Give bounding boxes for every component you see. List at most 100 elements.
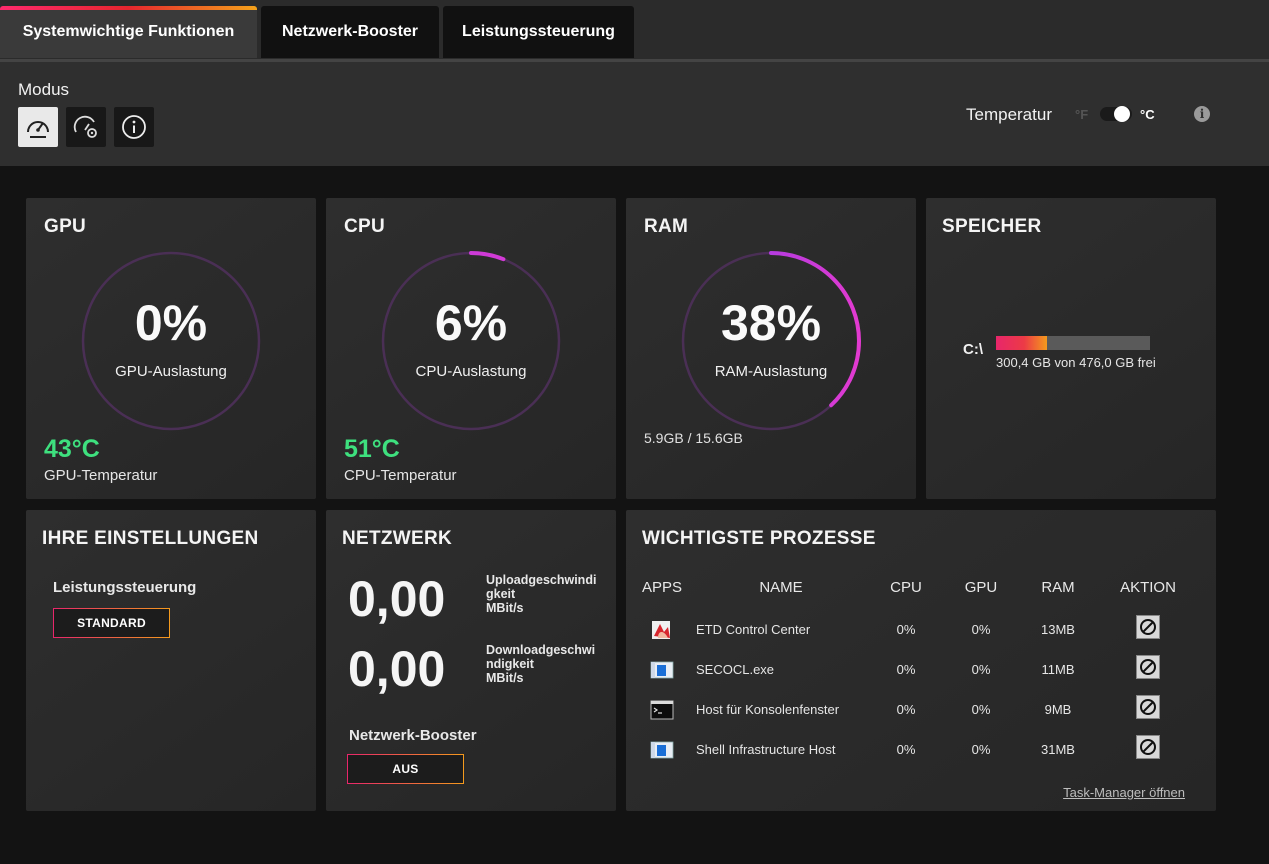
window-app-icon — [650, 661, 674, 679]
gpu-usage-label: GPU-Auslastung — [115, 363, 227, 380]
cpu-gauge-arc — [381, 251, 561, 431]
process-cpu: 0% — [896, 702, 916, 717]
gpu-usage-value: 0% — [134, 295, 208, 351]
process-gpu: 0% — [971, 622, 991, 637]
unit-fahrenheit-label[interactable]: °F — [1075, 107, 1089, 122]
settings-title: IHRE EINSTELLUNGEN — [42, 528, 259, 549]
process-cpu: 0% — [896, 742, 916, 757]
process-ram: 13MB — [1041, 622, 1075, 637]
network-booster-label: Netzwerk-Booster — [349, 727, 477, 744]
header-gpu: GPU — [964, 579, 998, 596]
storage-card: SPEICHER C:\ 300,4 GB von 476,0 GB frei — [926, 198, 1216, 499]
ram-card: RAM 38% RAM-Auslastung 5.9GB / 15.6GB — [626, 198, 916, 499]
download-speed-label: Downloadgeschwindigkeit — [486, 643, 596, 671]
ram-usage-label: RAM-Auslastung — [714, 363, 828, 380]
ram-usage-value: 38% — [720, 295, 822, 351]
cpu-usage-label: CPU-Auslastung — [415, 363, 527, 380]
process-ram: 31MB — [1041, 742, 1075, 757]
process-gpu: 0% — [971, 702, 991, 717]
storage-title: SPEICHER — [942, 216, 1042, 237]
etd-app-icon — [652, 621, 670, 639]
temperature-label: Temperatur — [966, 105, 1052, 124]
drive-letter: C:\ — [963, 341, 983, 358]
process-name: Host für Konsolenfenster — [696, 702, 840, 717]
upload-speed-label: Uploadgeschwindigkeit — [486, 573, 597, 601]
processes-title: WICHTIGSTE PROZESSE — [642, 528, 876, 549]
process-cpu: 0% — [896, 622, 916, 637]
end-process-button[interactable] — [1136, 615, 1160, 639]
process-row: SECOCL.exe 0% 0% 11MB — [626, 651, 1216, 691]
temperature-info-icon[interactable]: i — [1194, 106, 1210, 122]
drive-usage-bar — [996, 336, 1150, 350]
processes-card: WICHTIGSTE PROZESSE APPS NAME CPU GPU RA… — [626, 510, 1216, 811]
end-process-button[interactable] — [1136, 655, 1160, 679]
tab-bar: Systemwichtige Funktionen Netzwerk-Boost… — [0, 0, 1269, 62]
settings-performance-label: Leistungssteuerung — [53, 579, 197, 596]
process-row: Shell Infrastructure Host 0% 0% 31MB — [626, 731, 1216, 771]
gpu-temperature-label: GPU-Temperatur — [44, 467, 158, 484]
cpu-gauge — [381, 251, 561, 431]
performance-mode-button[interactable]: STANDARD — [53, 608, 170, 638]
network-booster-button[interactable]: AUS — [347, 754, 464, 784]
mode-standard-button[interactable] — [18, 107, 58, 147]
block-icon — [1140, 699, 1156, 715]
mode-label: Modus — [18, 80, 70, 99]
network-title: NETZWERK — [342, 528, 453, 549]
settings-card: IHRE EINSTELLUNGEN Leistungssteuerung ST… — [26, 510, 316, 811]
process-row: Host für Konsolenfenster 0% 0% 9MB — [626, 691, 1216, 731]
tab-systemwichtige-funktionen[interactable]: Systemwichtige Funktionen — [0, 6, 257, 58]
process-name: Shell Infrastructure Host — [696, 742, 836, 757]
info-icon — [122, 115, 146, 139]
upload-speed-value: 0,00 — [348, 571, 446, 627]
console-app-icon — [650, 700, 674, 720]
header-ram: RAM — [1041, 579, 1075, 596]
process-gpu: 0% — [971, 662, 991, 677]
ram-gauge — [681, 251, 861, 431]
tab-netzwerk-booster[interactable]: Netzwerk-Booster — [261, 6, 439, 58]
speedometer-gear-icon — [73, 115, 97, 138]
network-card: NETZWERK 0,00 Uploadgeschwindigkeit MBit… — [326, 510, 616, 811]
task-manager-link[interactable]: Task-Manager öffnen — [1063, 785, 1185, 800]
ram-title: RAM — [644, 216, 689, 237]
download-speed-caption: Downloadgeschwindigkeit MBit/s — [486, 643, 601, 685]
process-gpu: 0% — [971, 742, 991, 757]
mode-bar: Modus Temperatur °F °C i — [0, 62, 1269, 166]
process-name: ETD Control Center — [696, 622, 811, 637]
gpu-title: GPU — [44, 216, 87, 237]
header-name: NAME — [759, 579, 803, 596]
process-ram: 9MB — [1044, 702, 1072, 717]
process-cpu: 0% — [896, 662, 916, 677]
drive-usage-fill — [996, 336, 1047, 350]
cpu-card: CPU 6% CPU-Auslastung 51°C CPU-Temperatu… — [326, 198, 616, 499]
end-process-button[interactable] — [1136, 735, 1160, 759]
gpu-gauge — [81, 251, 261, 431]
process-row: ETD Control Center 0% 0% 13MB — [626, 611, 1216, 651]
gpu-card: GPU 0% GPU-Auslastung 43°C GPU-Temperatu… — [26, 198, 316, 499]
process-name: SECOCL.exe — [696, 662, 775, 677]
speedometer-icon — [27, 121, 49, 138]
block-icon — [1140, 739, 1156, 755]
mode-info-button[interactable] — [114, 107, 154, 147]
process-ram: 11MB — [1041, 662, 1075, 677]
header-cpu: CPU — [890, 579, 922, 596]
cpu-temperature-label: CPU-Temperatur — [344, 467, 457, 484]
cpu-usage-value: 6% — [434, 295, 508, 351]
block-icon — [1140, 619, 1156, 635]
unit-celsius-label[interactable]: °C — [1140, 107, 1155, 122]
window-app-icon — [650, 741, 674, 759]
tab-leistungssteuerung[interactable]: Leistungssteuerung — [443, 6, 634, 58]
download-speed-value: 0,00 — [348, 641, 446, 697]
toggle-knob — [1114, 106, 1130, 122]
mode-custom-button[interactable] — [66, 107, 106, 147]
upload-speed-caption: Uploadgeschwindigkeit MBit/s — [486, 573, 601, 615]
cpu-title: CPU — [344, 216, 386, 237]
upload-speed-unit: MBit/s — [486, 601, 524, 615]
end-process-button[interactable] — [1136, 695, 1160, 719]
download-speed-unit: MBit/s — [486, 671, 524, 685]
header-action: AKTION — [1120, 579, 1176, 596]
block-icon — [1140, 659, 1156, 675]
cpu-temperature-value: 51°C — [344, 435, 400, 463]
drive-usage-text: 300,4 GB von 476,0 GB frei — [996, 355, 1156, 370]
header-apps: APPS — [642, 579, 683, 596]
temperature-unit-toggle[interactable] — [1100, 106, 1132, 122]
